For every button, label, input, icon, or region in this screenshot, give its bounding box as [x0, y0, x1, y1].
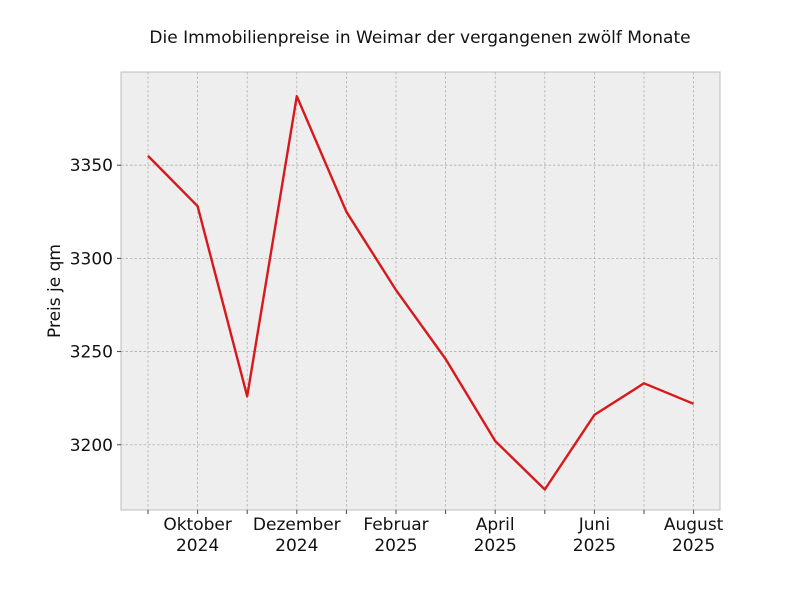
x-tick-labels: Oktober 2024 Dezember 2024 Februar 2025 April 2… [163, 515, 723, 556]
y-tick-label: 3300 [70, 249, 113, 269]
x-tick-label: Juni 2025 [573, 515, 616, 556]
x-tick-label: Oktober 2024 [163, 515, 232, 556]
y-axis-label: Preis je qm [45, 244, 65, 338]
x-tick-label: Februar 2025 [363, 515, 428, 556]
y-tick-label: 3250 [70, 343, 113, 363]
chart-title: Die Immobilienpreise in Weimar der verga… [149, 28, 690, 48]
axis-ticks [117, 164, 695, 514]
y-tick-labels: 3200 3250 3300 3350 [70, 156, 113, 456]
x-tick-label: April 2025 [474, 515, 517, 556]
series-line [147, 95, 695, 491]
x-gridlines [147, 72, 694, 510]
x-tick-label: August 2025 [664, 515, 724, 556]
y-tick-label: 3350 [70, 156, 113, 176]
y-tick-label: 3200 [70, 436, 113, 456]
x-tick-label: Dezember 2024 [253, 515, 341, 556]
plot-area [120, 71, 721, 511]
y-gridlines [121, 164, 720, 446]
